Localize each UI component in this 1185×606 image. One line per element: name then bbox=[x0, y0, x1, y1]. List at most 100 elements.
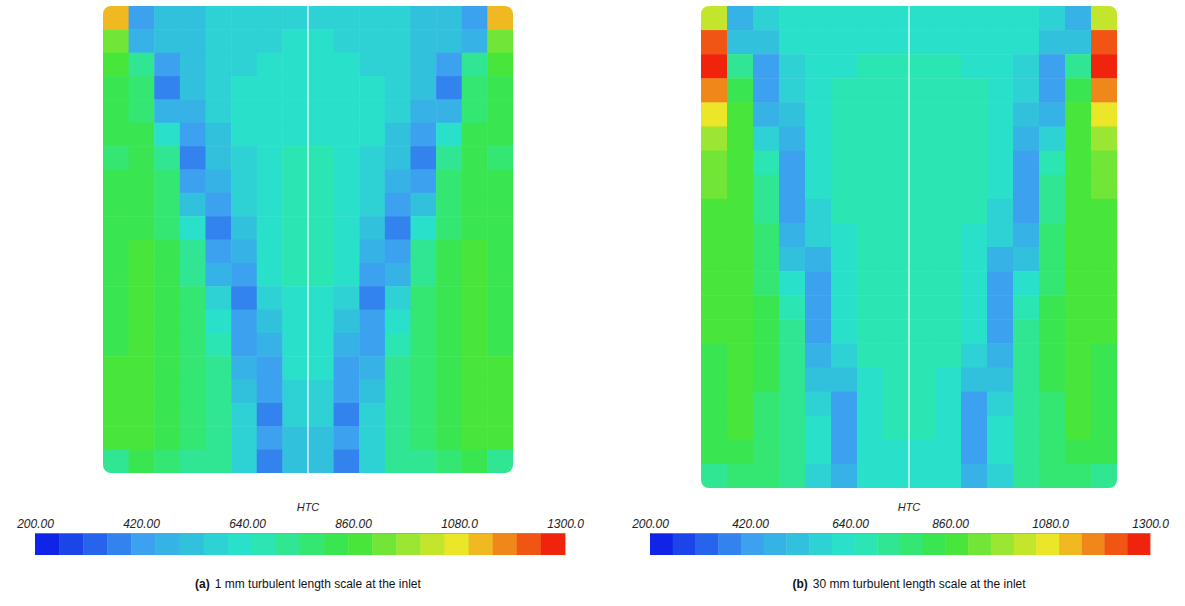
cell bbox=[257, 6, 283, 30]
cell bbox=[701, 416, 728, 441]
cell bbox=[857, 223, 884, 248]
cell bbox=[1013, 151, 1040, 176]
cell bbox=[727, 247, 754, 272]
cell bbox=[308, 6, 334, 30]
cell bbox=[180, 216, 206, 240]
cell bbox=[1065, 271, 1092, 296]
axis-line bbox=[36, 533, 566, 534]
caption-text: 1 mm turbulent length scale at the inlet bbox=[215, 577, 422, 591]
cell bbox=[935, 440, 962, 465]
cell bbox=[883, 78, 910, 103]
cell bbox=[206, 169, 232, 193]
cell bbox=[359, 310, 385, 334]
cell bbox=[282, 333, 308, 357]
cell bbox=[961, 6, 988, 31]
cell bbox=[857, 247, 884, 272]
cell bbox=[935, 151, 962, 176]
cell bbox=[831, 54, 858, 79]
cell bbox=[129, 426, 155, 450]
colorbar-band bbox=[809, 533, 832, 555]
cell bbox=[1013, 54, 1040, 79]
cell bbox=[129, 29, 155, 53]
cell bbox=[385, 356, 411, 380]
cell bbox=[753, 368, 780, 393]
cell bbox=[1065, 223, 1092, 248]
cell bbox=[857, 6, 884, 31]
colorbar-band bbox=[1105, 533, 1128, 555]
cell bbox=[1013, 223, 1040, 248]
cell bbox=[753, 54, 780, 79]
cell bbox=[436, 403, 462, 427]
cell bbox=[411, 6, 437, 30]
cell bbox=[385, 286, 411, 310]
cell bbox=[857, 54, 884, 79]
cell bbox=[129, 356, 155, 380]
cell bbox=[935, 247, 962, 272]
cell bbox=[1013, 416, 1040, 441]
cell bbox=[206, 193, 232, 217]
cell bbox=[701, 223, 728, 248]
cell bbox=[1039, 78, 1066, 103]
cell bbox=[1013, 127, 1040, 152]
cell bbox=[436, 146, 462, 170]
cell bbox=[805, 30, 832, 55]
cell bbox=[753, 343, 780, 368]
cell bbox=[462, 99, 488, 123]
cell bbox=[1091, 30, 1117, 55]
cell bbox=[206, 146, 232, 170]
cell bbox=[436, 286, 462, 310]
cell bbox=[359, 356, 385, 380]
cell bbox=[411, 169, 437, 193]
cell bbox=[334, 76, 360, 100]
cell bbox=[1065, 199, 1092, 224]
cell bbox=[359, 263, 385, 287]
cell bbox=[1091, 78, 1117, 103]
cell bbox=[154, 286, 180, 310]
cell bbox=[462, 169, 488, 193]
cell bbox=[831, 223, 858, 248]
cell bbox=[883, 343, 910, 368]
colorbar-band bbox=[396, 533, 420, 555]
tick: 420.00 bbox=[123, 517, 160, 533]
cell bbox=[462, 76, 488, 100]
cell bbox=[1091, 464, 1117, 488]
cell bbox=[231, 356, 257, 380]
colorbar-band bbox=[832, 533, 855, 555]
colorbar-band bbox=[718, 533, 741, 555]
cell bbox=[779, 271, 806, 296]
cell bbox=[857, 78, 884, 103]
cell bbox=[883, 223, 910, 248]
cell bbox=[909, 368, 936, 393]
cell bbox=[1039, 392, 1066, 417]
cell bbox=[154, 29, 180, 53]
cell bbox=[1091, 416, 1117, 441]
cell bbox=[701, 343, 728, 368]
cell bbox=[206, 310, 232, 334]
cell bbox=[987, 440, 1014, 465]
cell bbox=[1065, 102, 1092, 127]
cell bbox=[411, 99, 437, 123]
colorbar-band bbox=[923, 533, 946, 555]
panel: 200.00420.00640.00860.001080.01300.0HTC(… bbox=[631, 6, 1169, 591]
cell bbox=[180, 29, 206, 53]
cell bbox=[385, 333, 411, 357]
cell bbox=[103, 286, 129, 310]
cell bbox=[1065, 392, 1092, 417]
cell bbox=[779, 247, 806, 272]
axis-line bbox=[651, 533, 1151, 534]
cell bbox=[753, 319, 780, 344]
cell bbox=[308, 333, 334, 357]
cell bbox=[753, 247, 780, 272]
tick-label: 1300.0 bbox=[547, 517, 584, 531]
cell bbox=[805, 54, 832, 79]
cell bbox=[1065, 175, 1092, 200]
cell bbox=[385, 263, 411, 287]
cell bbox=[257, 76, 283, 100]
colorbar: 200.00420.00640.00860.001080.01300.0HTC bbox=[631, 501, 1169, 555]
cell bbox=[1091, 223, 1117, 248]
colorbar-band bbox=[695, 533, 718, 555]
tick-label: 860.00 bbox=[932, 517, 969, 531]
cell bbox=[727, 127, 754, 152]
cell bbox=[727, 343, 754, 368]
cell bbox=[753, 102, 780, 127]
